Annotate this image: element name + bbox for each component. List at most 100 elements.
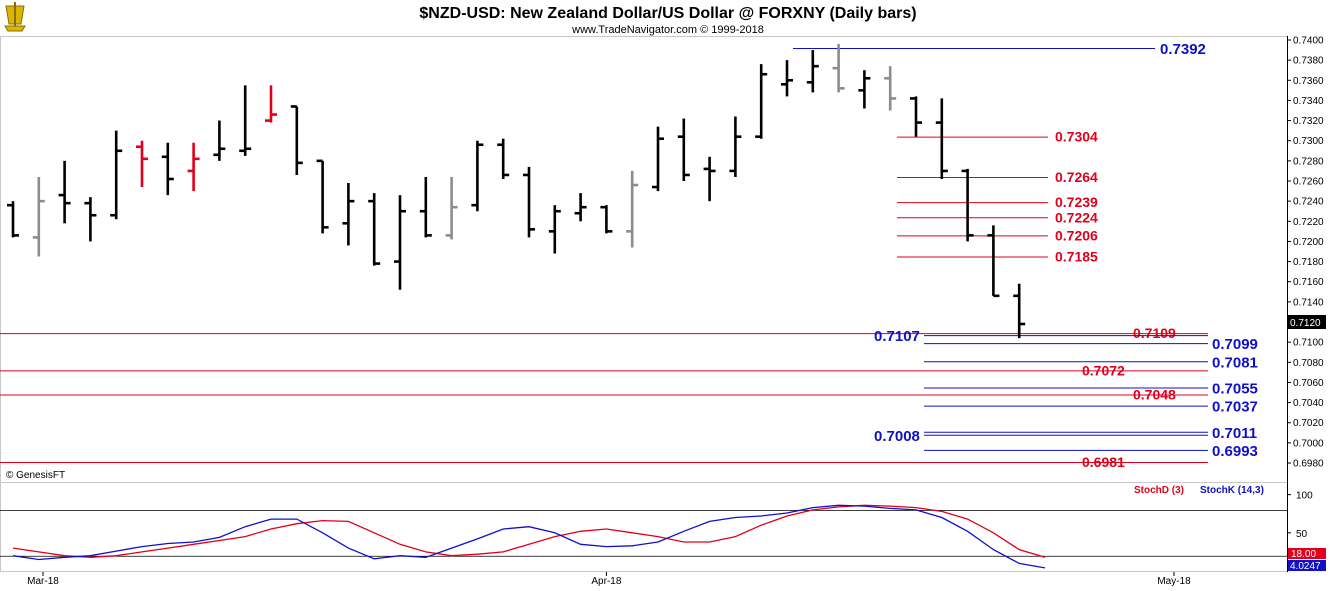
price-tick-label: 0.7000	[1293, 438, 1324, 449]
ohlc-bar	[961, 168, 974, 242]
ohlc-bar	[316, 159, 329, 234]
price-tick-label: 0.7260	[1293, 177, 1324, 188]
price-tick-label: 0.7060	[1293, 378, 1324, 389]
blue-level-label: 0.7008	[874, 428, 920, 445]
red-level-label: 0.7048	[1133, 387, 1176, 403]
red-level-label: 0.7304	[1055, 129, 1098, 145]
ohlc-bar	[187, 142, 200, 192]
x-tick-label: May-18	[1157, 576, 1191, 587]
blue-level-label: 0.7055	[1212, 380, 1258, 397]
last-price-tag: 0.7120	[1288, 315, 1326, 329]
x-axis: Mar-18 Apr-18 May-18	[27, 572, 1191, 587]
price-tick-label: 0.7380	[1293, 56, 1324, 67]
price-tick-label: 0.7020	[1293, 418, 1324, 429]
price-axis: 0.7400 0.7380 0.7360 0.7340 0.7320 0.7300 0.72…	[1287, 36, 1324, 470]
ohlc-bar	[445, 176, 458, 240]
price-tick-label: 0.7400	[1293, 36, 1324, 47]
price-tick-label: 0.6980	[1293, 459, 1324, 470]
ohlc-bar	[677, 118, 690, 181]
ohlc-bar	[729, 116, 742, 177]
stoch-k-line	[12, 504, 1046, 569]
ohlc-bar	[781, 60, 793, 97]
logo-icon	[4, 2, 26, 32]
ohlc-bar	[884, 66, 897, 111]
price-tick-label: 0.7300	[1293, 136, 1324, 147]
price-tick-label: 0.7280	[1293, 156, 1324, 167]
price-tick-label: 0.7340	[1293, 96, 1324, 107]
legend-stoch-k: StochK (14,3)	[1200, 485, 1264, 496]
blue-level-label: 0.6993	[1212, 443, 1258, 460]
ohlc-bar	[368, 193, 381, 266]
price-tick-label: 0.7080	[1293, 358, 1324, 369]
ohlc-bar	[806, 50, 819, 93]
blue-level-label: 0.7037	[1212, 399, 1258, 416]
ohlc-bar	[110, 130, 123, 220]
price-tick-label: 0.7200	[1293, 237, 1324, 248]
ohlc-bars	[7, 44, 1026, 339]
price-tick-label: 0.7220	[1293, 217, 1324, 228]
blue-level-label: 0.7099	[1212, 336, 1258, 353]
ohlc-bar	[419, 176, 432, 238]
ohlc-bar	[987, 225, 1000, 298]
ohlc-bar	[523, 166, 535, 238]
last-stoch-k-tag: 4.0247	[1288, 560, 1326, 572]
ohlc-bar	[497, 138, 510, 179]
chart-title: $NZD-USD: New Zealand Dollar/US Dollar @…	[419, 5, 916, 22]
x-tick-label: Apr-18	[591, 576, 621, 587]
price-tick-label: 0.7100	[1293, 338, 1324, 349]
ohlc-bar	[239, 85, 252, 156]
ohlc-bar	[7, 201, 19, 238]
red-level-label: 0.7264	[1055, 169, 1098, 185]
stoch-lines	[12, 504, 1046, 569]
blue-level-label: 0.7011	[1212, 425, 1257, 442]
ohlc-bar	[600, 205, 613, 234]
ohlc-bar	[213, 120, 226, 161]
red-level-label: 0.7185	[1055, 249, 1098, 265]
stoch-panel-frame	[0, 482, 1288, 572]
red-level-label: 0.7224	[1055, 209, 1098, 225]
price-tick-label: 0.7240	[1293, 197, 1324, 208]
last-stoch-d-label: 18.00	[1291, 549, 1316, 560]
price-tick-label: 0.7180	[1293, 257, 1324, 268]
ohlc-bar	[910, 96, 922, 137]
ohlc-bar	[161, 142, 174, 196]
stoch-tick-label: 50	[1296, 529, 1308, 540]
chart-subtitle: www.TradeNavigator.com © 1999-2018	[571, 24, 764, 36]
stoch-tick-label: 100	[1296, 491, 1313, 502]
ohlc-bar	[755, 64, 768, 139]
red-level-label: 0.7109	[1133, 325, 1176, 341]
ohlc-bar	[548, 205, 561, 254]
red-level-label: 0.7072	[1082, 362, 1125, 378]
last-stoch-d-tag: 18.00	[1288, 548, 1326, 560]
price-tick-label: 0.7040	[1293, 398, 1324, 409]
ohlc-bar	[935, 98, 948, 179]
ohlc-bar	[858, 70, 871, 109]
ohlc-bar	[471, 140, 484, 212]
ohlc-bar	[290, 105, 303, 175]
price-tick-label: 0.7140	[1293, 297, 1324, 308]
credit-label: © GenesisFT	[6, 470, 65, 481]
ohlc-bar	[574, 193, 587, 222]
ohlc-bar	[84, 197, 97, 242]
last-price-label: 0.7120	[1290, 318, 1321, 329]
red-level-label: 0.6981	[1082, 454, 1125, 470]
ohlc-bar	[1013, 283, 1026, 339]
price-tick-label: 0.7360	[1293, 76, 1324, 87]
blue-level-label: 0.7392	[1160, 41, 1206, 58]
price-tick-label: 0.7160	[1293, 277, 1324, 288]
ohlc-bar	[394, 195, 406, 290]
ohlc-bar	[832, 44, 845, 93]
ohlc-bar	[652, 126, 664, 192]
legend-stoch-d: StochD (3)	[1134, 485, 1184, 496]
ohlc-bar	[136, 140, 148, 188]
ohlc-bar	[626, 170, 639, 248]
x-tick-label: Mar-18	[27, 576, 59, 587]
stoch-axis: 100 50	[0, 491, 1313, 557]
red-level-label: 0.7206	[1055, 227, 1098, 243]
ohlc-bar	[265, 85, 277, 123]
ohlc-bar	[703, 156, 716, 202]
blue-level-label: 0.7081	[1212, 354, 1258, 371]
ohlc-bar	[342, 183, 355, 246]
ohlc-bar	[58, 160, 71, 224]
